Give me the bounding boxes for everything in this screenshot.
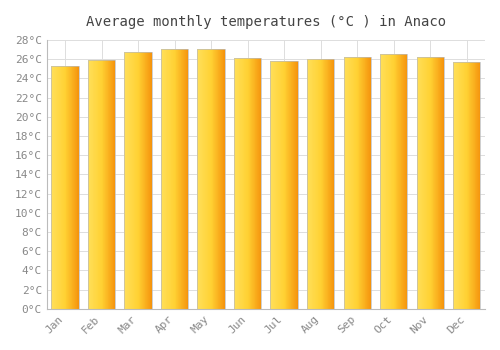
Bar	[88, 60, 116, 309]
Bar	[52, 66, 79, 309]
Bar	[124, 52, 152, 309]
Bar	[380, 54, 407, 309]
Bar	[344, 57, 371, 309]
Title: Average monthly temperatures (°C ) in Anaco: Average monthly temperatures (°C ) in An…	[86, 15, 446, 29]
Bar	[416, 57, 444, 309]
Bar	[234, 58, 262, 309]
Bar	[453, 62, 480, 309]
Bar	[161, 49, 188, 309]
Bar	[307, 59, 334, 309]
Bar	[270, 61, 298, 309]
Bar	[198, 49, 225, 309]
